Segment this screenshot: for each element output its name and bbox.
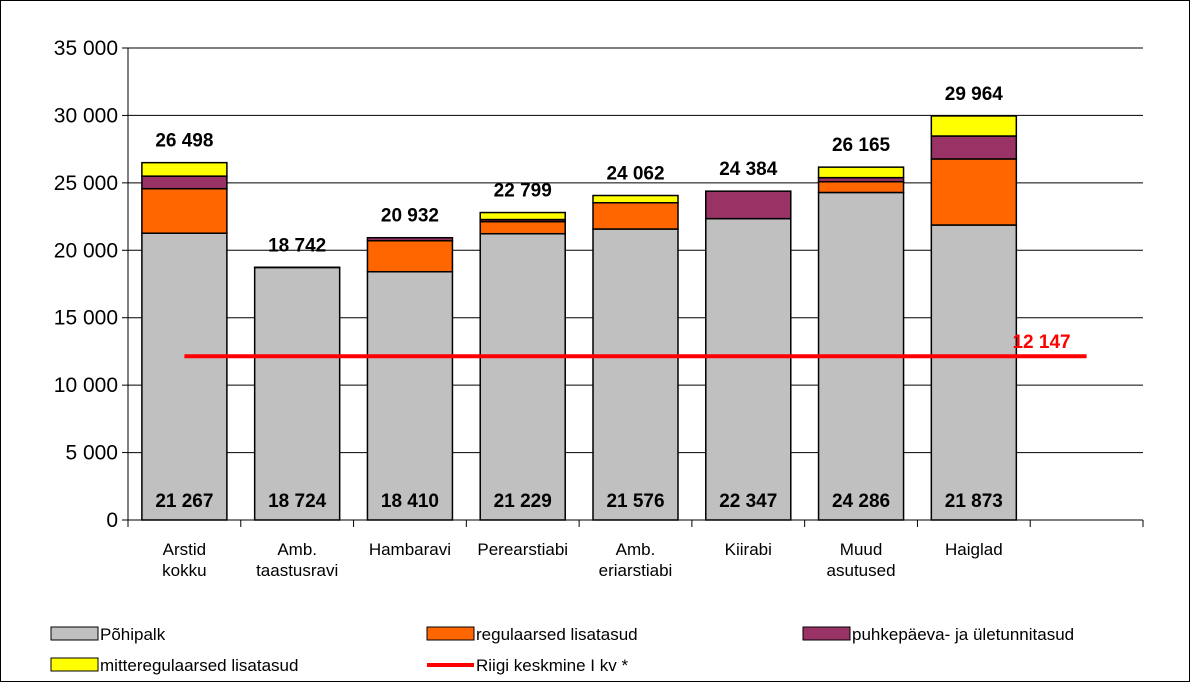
total-label: 22 799: [494, 181, 552, 202]
y-tick-label: 25 000: [54, 172, 118, 195]
bar-segment: [480, 213, 565, 220]
bar-segment: [593, 196, 678, 203]
legend-swatch: [51, 658, 98, 671]
x-tick-label: Amb.: [277, 540, 317, 559]
x-tick-label: taastusravi: [256, 561, 338, 580]
y-tick-label: 10 000: [54, 374, 118, 397]
legend: Põhipalk regulaarsed lisatasud puhkepäeva-…: [51, 625, 1074, 675]
bar-segment: [931, 136, 1016, 159]
legend-label: puhkepäeva- ja ületunnitasud: [852, 625, 1074, 644]
x-tick-label: Amb.: [616, 540, 656, 559]
base-label: 21 229: [494, 491, 552, 512]
y-tick-label: 15 000: [54, 307, 118, 330]
base-label: 21 267: [155, 491, 213, 512]
legend-label: Põhipalk: [100, 625, 166, 644]
total-label: 26 498: [155, 131, 213, 152]
bar-segment: [367, 238, 452, 241]
legend-label: regulaarsed lisatasud: [476, 625, 638, 644]
x-axis: Arstid kokku Amb. taastusravi Hambaravi Perea…: [128, 520, 1143, 580]
legend-label: Riigi keskmine I kv *: [476, 656, 628, 675]
x-tick-label: Arstid: [163, 540, 206, 559]
bar-segment: [931, 116, 1016, 136]
bar-segment: [142, 176, 227, 189]
y-tick-label: 0: [106, 509, 118, 532]
bar-segment: [931, 159, 1016, 225]
average-label: 12 147: [1012, 332, 1070, 353]
x-tick-label: Perearstiabi: [477, 540, 568, 559]
total-label: 24 062: [606, 164, 664, 185]
x-tick-label: kokku: [162, 561, 206, 580]
base-label: 22 347: [719, 491, 777, 512]
x-tick-label: Hambaravi: [369, 540, 451, 559]
legend-swatch: [51, 627, 98, 640]
total-label: 18 742: [268, 235, 326, 256]
x-tick-label: Muud: [840, 540, 883, 559]
bar-segment: [367, 241, 452, 272]
x-tick-label: asutused: [827, 561, 896, 580]
legend-swatch: [803, 627, 850, 640]
legend-label: mitteregulaarsed lisatasud: [100, 656, 298, 675]
total-label: 26 165: [832, 135, 891, 156]
bar-segment: [593, 229, 678, 520]
base-label: 21 576: [606, 491, 664, 512]
x-tick-label: Haiglad: [945, 540, 1003, 559]
bar-segment: [480, 234, 565, 520]
total-label: 29 964: [945, 84, 1004, 105]
bar-segment: [706, 219, 791, 520]
base-label: 18 724: [268, 491, 327, 512]
base-label: 18 410: [381, 491, 439, 512]
y-tick-label: 5 000: [65, 442, 118, 465]
bar-segment: [142, 163, 227, 176]
bar-segment: [931, 225, 1016, 520]
bar-segment: [706, 191, 791, 218]
x-tick-label: eriarstiabi: [599, 561, 673, 580]
x-tick-label: Kiirabi: [725, 540, 772, 559]
bar-segment: [819, 182, 904, 193]
total-label: 20 932: [381, 206, 439, 227]
total-label: 24 384: [719, 159, 778, 180]
y-tick-label: 30 000: [54, 104, 118, 127]
y-axis: 0 5 000 10 000 15 000 20 000 25 000 30 000 35 0…: [54, 37, 128, 532]
legend-swatch: [427, 627, 474, 640]
bar-segment: [480, 222, 565, 234]
bar-segment: [593, 203, 678, 229]
bar-segment: [142, 189, 227, 234]
base-label: 24 286: [832, 491, 890, 512]
y-tick-label: 20 000: [54, 239, 118, 262]
base-label: 21 873: [945, 491, 1003, 512]
bar-segment: [142, 233, 227, 520]
bar-segment: [819, 167, 904, 178]
y-tick-label: 35 000: [54, 37, 118, 60]
bar-segment: [367, 272, 452, 520]
bar-segment: [255, 267, 340, 520]
